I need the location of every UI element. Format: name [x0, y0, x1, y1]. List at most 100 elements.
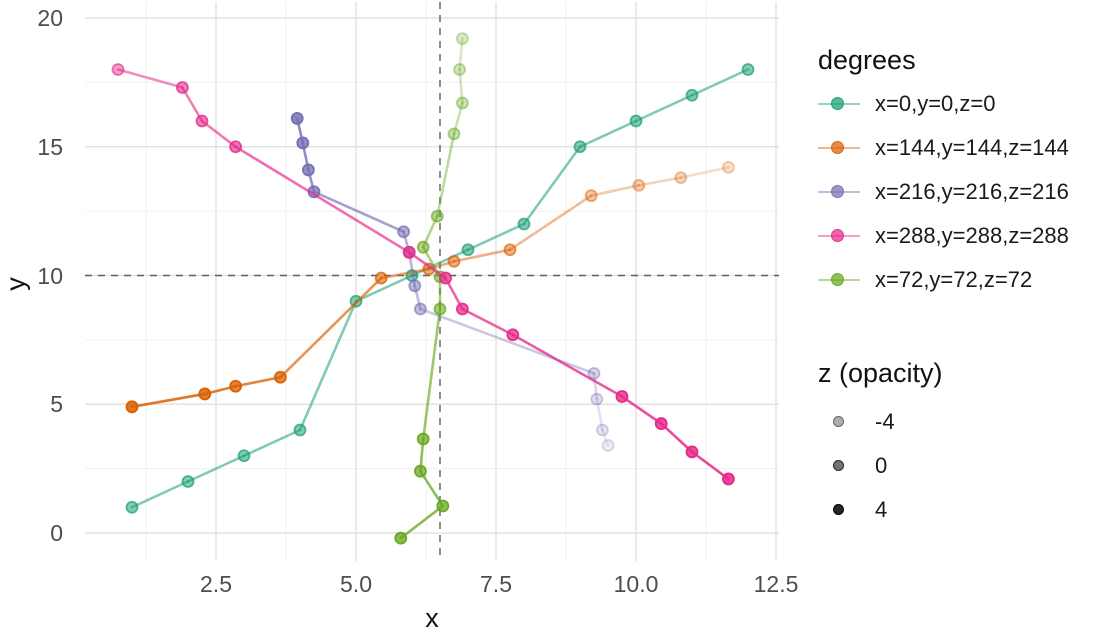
data-point [290, 112, 304, 125]
line-segment [379, 267, 431, 280]
data-point [195, 114, 209, 128]
line-segment [407, 251, 447, 280]
data-point [629, 114, 643, 128]
legend-opacity-title: z (opacity) [818, 358, 943, 388]
legend-degrees-items: x=0,y=0,z=0 x=144,y=144,z=144 x=216,y=216,… [818, 82, 1069, 302]
line-segment [413, 284, 422, 311]
line-segment [679, 166, 730, 179]
data-point [517, 217, 531, 231]
line-segment [181, 86, 204, 123]
data-point [447, 254, 461, 268]
data-point [430, 209, 444, 223]
y-tick-label: 20 [37, 5, 63, 31]
line-segment [419, 469, 445, 508]
line-segment [130, 392, 207, 409]
legend-item-label: x=144,y=144,z=144 [875, 135, 1069, 160]
legend-key-line-point-icon [818, 140, 860, 156]
legend-item-label: x=72,y=72,z=72 [875, 267, 1033, 292]
data-point [587, 366, 601, 380]
y-tick-label: 10 [37, 262, 63, 289]
legend-item: x=216,y=216,z=216 [818, 170, 1069, 214]
line-segment [279, 276, 383, 379]
line-segment [399, 504, 445, 540]
line-segment [511, 333, 624, 398]
x-tick-label: 5.0 [340, 571, 372, 597]
data-point [394, 531, 408, 545]
line-segment [620, 395, 663, 425]
line-segment [419, 307, 596, 375]
data-point [722, 160, 735, 174]
line-segment [234, 145, 411, 254]
data-point [293, 423, 307, 437]
data-point [125, 400, 139, 414]
data-point [596, 423, 609, 437]
data-point [416, 432, 430, 446]
data-point [397, 225, 411, 239]
y-tick-label: 0 [50, 520, 63, 546]
data-point [175, 81, 189, 94]
data-point [181, 475, 195, 488]
data-point [229, 379, 243, 393]
line-segment [690, 450, 730, 481]
data-point [455, 302, 469, 316]
line-segment [200, 119, 237, 149]
opacity-legend-item: 4 [818, 488, 943, 532]
data-point [741, 63, 755, 76]
data-point [615, 390, 629, 403]
legend-item-label: x=288,y=288,z=288 [875, 223, 1069, 248]
line-segment [592, 372, 599, 401]
data-point [125, 500, 139, 514]
line-segment [634, 93, 694, 123]
line-segment [354, 274, 414, 303]
data-point [408, 279, 422, 293]
opacity-key-point-icon [818, 414, 860, 430]
data-point [455, 96, 469, 110]
data-point [722, 472, 735, 486]
x-tick-label: 10.0 [613, 571, 659, 597]
series-x=72,y=72,z=72 [394, 32, 469, 545]
x-tick-label: 12.5 [753, 571, 799, 597]
data-point [447, 127, 461, 141]
line-segment [298, 299, 358, 432]
data-point [461, 243, 475, 257]
x-axis-title: x [425, 603, 439, 633]
data-point [453, 63, 467, 76]
data-point [503, 243, 517, 257]
line-segment [130, 480, 190, 509]
legend-opacity: z (opacity) -4 0 4 [818, 358, 943, 532]
line-segment [595, 397, 604, 432]
opacity-key-point-icon [818, 502, 860, 518]
data-point [506, 328, 520, 342]
line-segment [522, 145, 582, 226]
line-segment [186, 454, 246, 483]
legend-key-line-point-icon [818, 228, 860, 244]
data-point [674, 171, 688, 185]
data-point [439, 271, 453, 285]
data-point [573, 140, 587, 154]
legend-item-label: x=0,y=0,z=0 [875, 91, 996, 116]
line-segment [458, 68, 464, 105]
line-segment [461, 307, 515, 337]
opacity-legend-label: 0 [875, 453, 888, 478]
line-segment [435, 132, 456, 218]
legend-key-line-point-icon [818, 96, 860, 112]
opacity-legend-label: 4 [875, 497, 888, 522]
legend-item: x=288,y=288,z=288 [818, 214, 1069, 258]
line-segment [601, 428, 610, 447]
data-point [402, 245, 416, 259]
data-point [374, 271, 388, 285]
line-segment [242, 428, 302, 458]
data-point [433, 302, 447, 316]
data-point [455, 32, 469, 45]
legend-key-line-point-icon [818, 184, 860, 200]
series-x=288,y=288,z=288 [111, 63, 735, 486]
legend-item: x=72,y=72,z=72 [818, 258, 1069, 302]
series-x=216,y=216,z=216 [290, 112, 615, 452]
legend-item: x=144,y=144,z=144 [818, 126, 1069, 170]
opacity-legend-item: 0 [818, 444, 943, 488]
data-point [229, 140, 243, 154]
data-point [413, 302, 427, 316]
data-point [590, 392, 604, 406]
opacity-legend-item: -4 [818, 400, 943, 444]
